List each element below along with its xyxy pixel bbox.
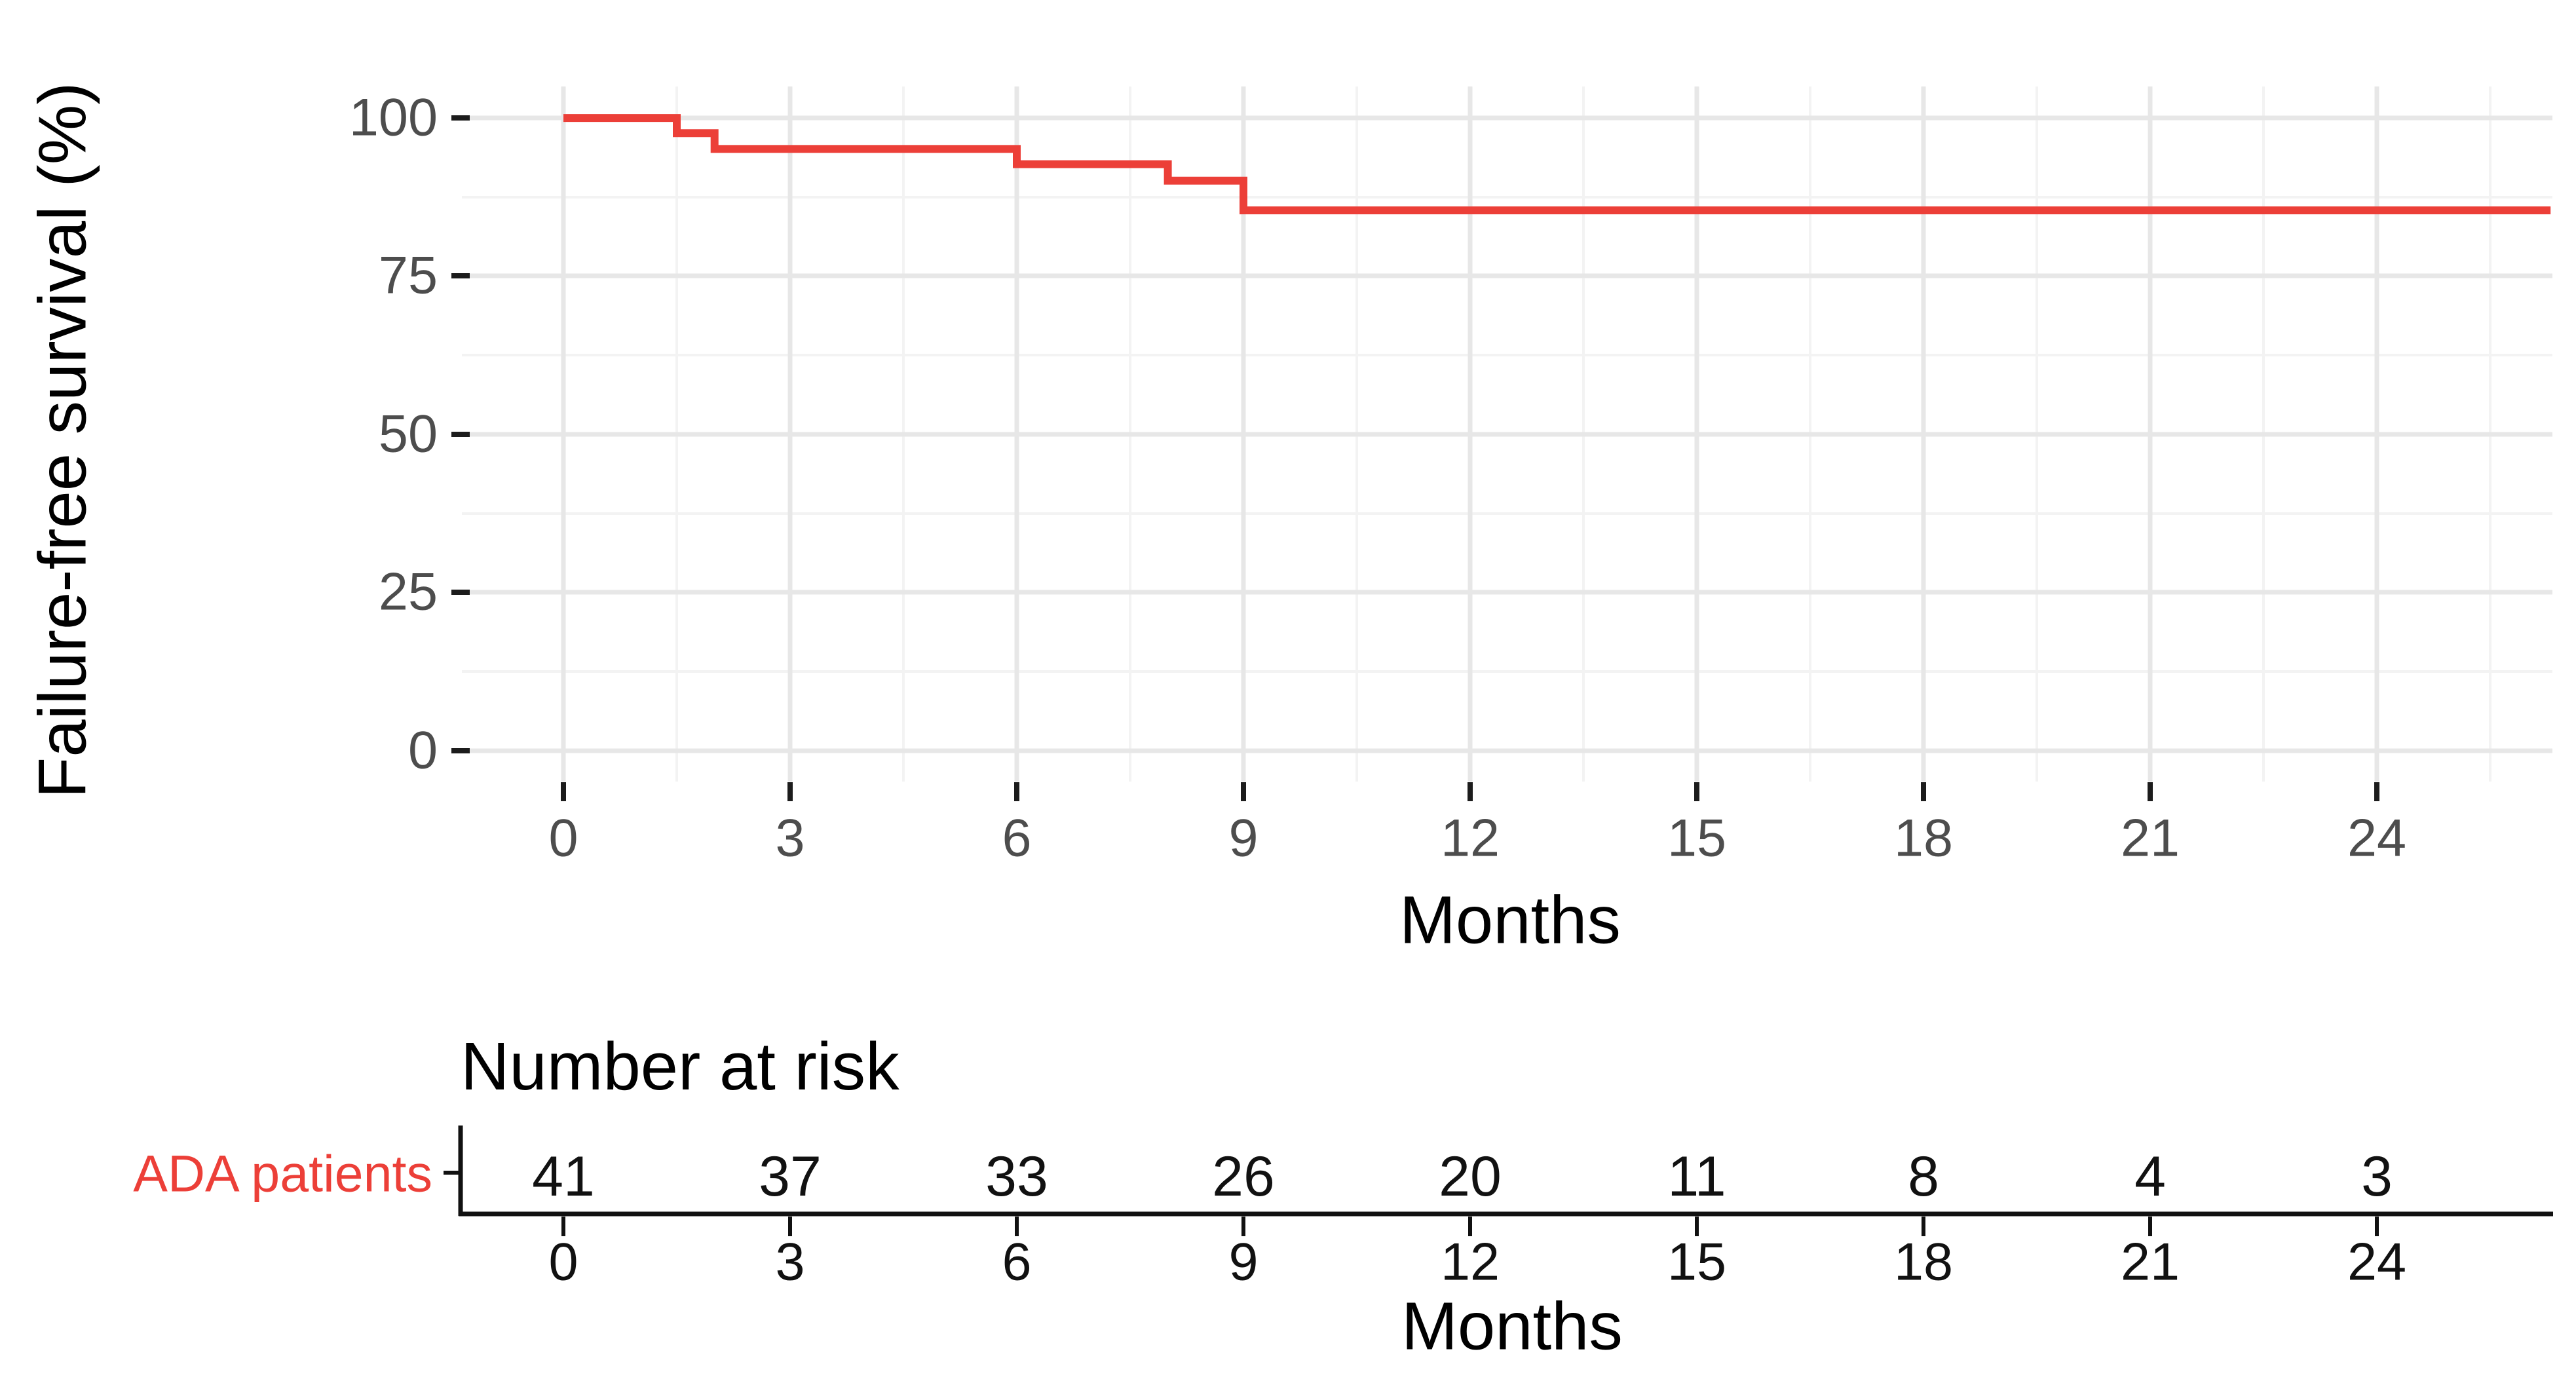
y-tick-label: 75 (378, 246, 438, 305)
risk-x-tick-label: 12 (1440, 1232, 1500, 1292)
x-tick-label: 21 (2120, 808, 2180, 868)
y-tick-label: 0 (407, 721, 438, 780)
x-tick-label: 12 (1440, 808, 1500, 868)
x-axis-title: Months (1399, 882, 1621, 958)
y-axis-title: Failure-free survival (%) (24, 82, 100, 799)
x-tick-label: 24 (2347, 808, 2407, 868)
risk-count: 26 (1212, 1145, 1275, 1208)
risk-x-axis-title: Months (1401, 1288, 1623, 1364)
risk-table-title: Number at risk (461, 1029, 900, 1104)
y-axis-tick-marks (451, 115, 470, 753)
y-tick-label: 50 (378, 404, 438, 464)
risk-x-tick-label: 3 (775, 1232, 805, 1292)
risk-x-tick-label: 9 (1228, 1232, 1259, 1292)
risk-x-tick-label: 21 (2120, 1232, 2180, 1292)
x-tick-label: 9 (1228, 808, 1259, 868)
risk-count: 8 (1908, 1145, 1939, 1208)
risk-count: 3 (2361, 1145, 2393, 1208)
risk-count: 11 (1667, 1145, 1726, 1208)
x-tick-label: 0 (548, 808, 578, 868)
km-step-curve (563, 114, 2551, 215)
risk-x-tick-label: 18 (1893, 1232, 1954, 1292)
gridlines-horizontal-major (462, 115, 2552, 753)
risk-count: 33 (985, 1145, 1048, 1208)
risk-x-tick-label: 15 (1667, 1232, 1727, 1292)
x-tick-label: 3 (775, 808, 805, 868)
risk-x-tick-label: 6 (1002, 1232, 1032, 1292)
risk-count: 37 (759, 1145, 822, 1208)
gridlines-horizontal-minor (462, 196, 2552, 673)
y-tick-label: 100 (349, 88, 438, 147)
risk-x-tick-label: 0 (548, 1232, 578, 1292)
y-tick-label: 25 (378, 562, 438, 622)
risk-count: 41 (532, 1145, 595, 1208)
x-tick-label: 18 (1893, 808, 1954, 868)
x-axis-tick-marks (561, 782, 2379, 801)
x-tick-label: 6 (1002, 808, 1032, 868)
risk-x-tick-label: 24 (2347, 1232, 2407, 1292)
x-tick-label: 15 (1667, 808, 1727, 868)
risk-count: 4 (2134, 1145, 2166, 1208)
risk-table-axes (444, 1126, 2553, 1236)
risk-count: 20 (1439, 1145, 1502, 1208)
risk-group-label: ADA patients (133, 1144, 432, 1203)
